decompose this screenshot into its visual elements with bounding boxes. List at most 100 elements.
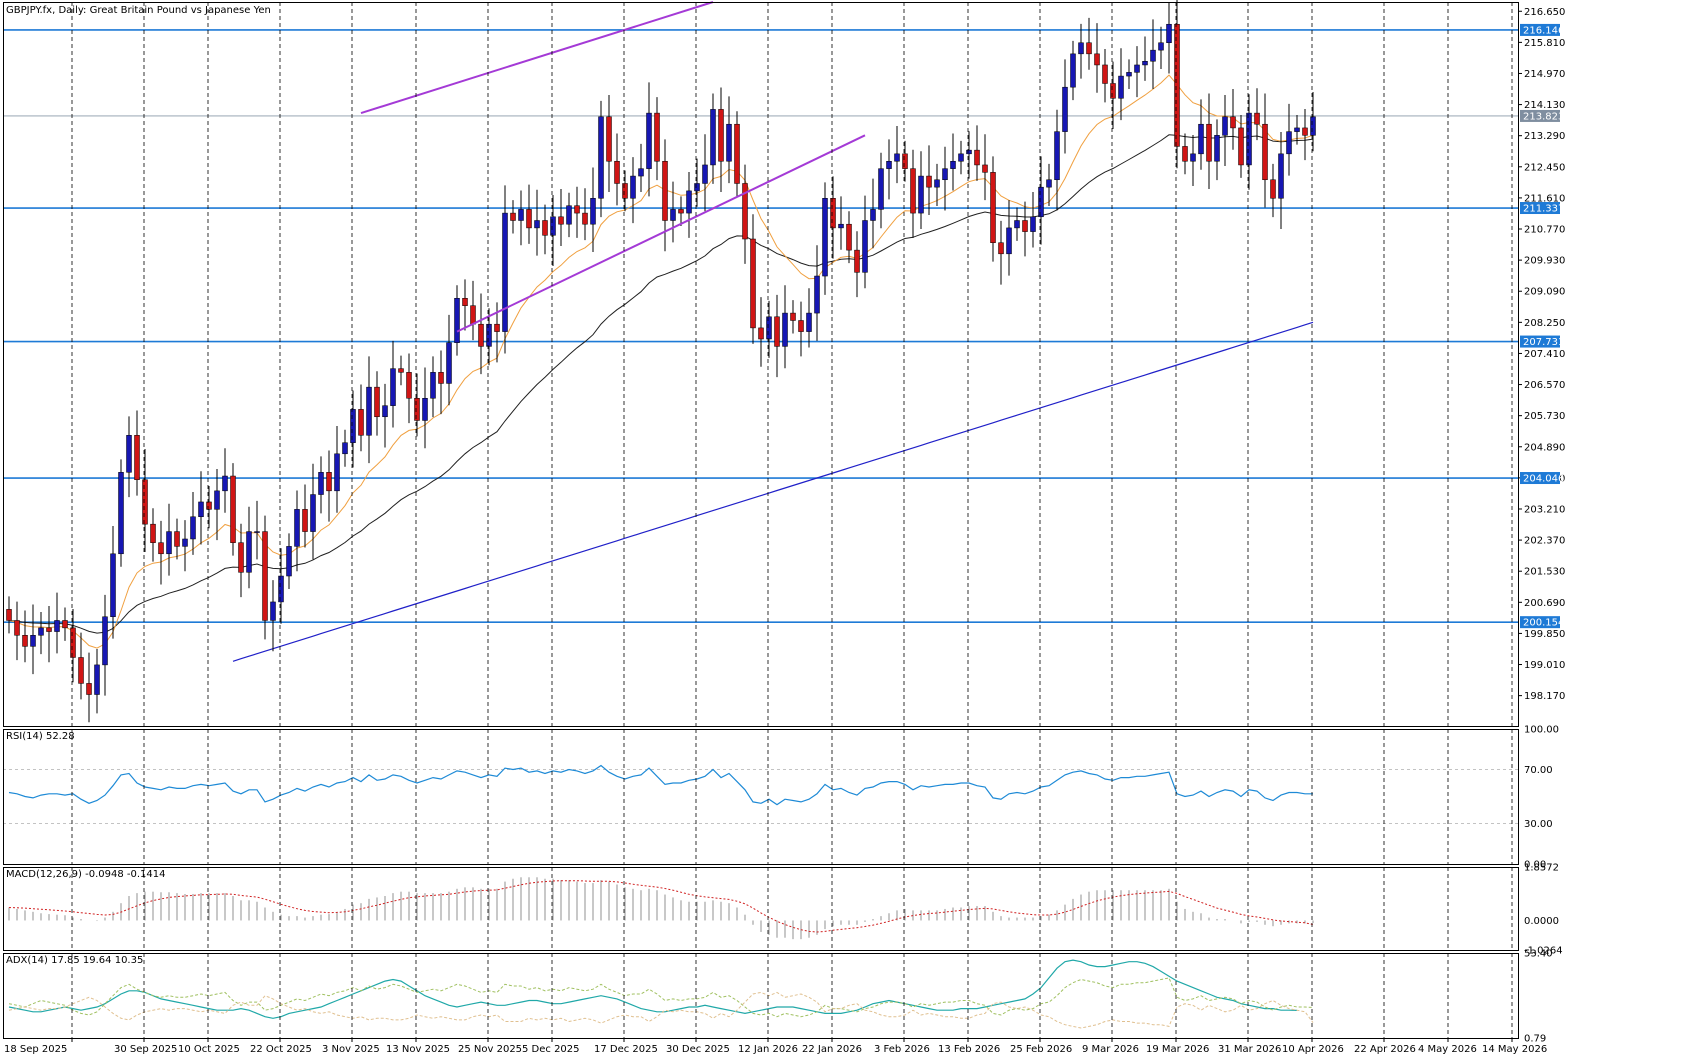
candle-body[interactable] <box>718 109 724 162</box>
candle-body[interactable] <box>1054 131 1060 181</box>
candle-body[interactable] <box>1110 83 1116 99</box>
candle-body[interactable] <box>350 409 356 443</box>
candle-body[interactable] <box>942 168 948 181</box>
candle-body[interactable] <box>798 320 804 332</box>
candle-body[interactable] <box>838 223 844 229</box>
candle-body[interactable] <box>1062 86 1068 132</box>
candle-body[interactable] <box>790 312 796 321</box>
candle-body[interactable] <box>542 220 548 236</box>
candle-body[interactable] <box>86 683 92 695</box>
candle-body[interactable] <box>998 242 1004 255</box>
candle-body[interactable] <box>174 531 180 547</box>
candle-body[interactable] <box>734 123 740 184</box>
candle-body[interactable] <box>878 168 884 210</box>
candle-body[interactable] <box>334 453 340 492</box>
candle-body[interactable] <box>102 616 108 666</box>
candle-body[interactable] <box>470 305 476 325</box>
candle-body[interactable] <box>326 472 332 492</box>
candle-body[interactable] <box>598 116 604 199</box>
candle-body[interactable] <box>462 298 468 306</box>
candle-body[interactable] <box>222 475 228 492</box>
candle-body[interactable] <box>974 149 980 166</box>
candle-body[interactable] <box>1158 42 1164 51</box>
trend-channel-line[interactable] <box>456 134 866 333</box>
candle-body[interactable] <box>638 168 644 177</box>
candle-body[interactable] <box>302 509 308 532</box>
candle-body[interactable] <box>358 409 364 436</box>
candle-body[interactable] <box>1102 64 1108 84</box>
macd-pane[interactable]: 1.8572 0.0000 -1.0264 <box>8 863 1563 957</box>
candle-body[interactable] <box>622 183 628 199</box>
candle-body[interactable] <box>1310 116 1316 136</box>
candle-body[interactable] <box>190 516 196 540</box>
candle-body[interactable] <box>910 168 916 214</box>
candle-body[interactable] <box>198 501 204 518</box>
candle-body[interactable] <box>1206 123 1212 162</box>
candle-body[interactable] <box>142 479 148 525</box>
candle-body[interactable] <box>1262 123 1268 181</box>
candle-body[interactable] <box>854 249 860 273</box>
candle-body[interactable] <box>6 609 12 621</box>
candle-body[interactable] <box>614 160 620 184</box>
candle-body[interactable] <box>558 216 564 225</box>
candle-body[interactable] <box>606 116 612 162</box>
candle-body[interactable] <box>1038 186 1044 218</box>
candle-body[interactable] <box>990 172 996 243</box>
candle-body[interactable] <box>1222 116 1228 136</box>
candle-body[interactable] <box>206 501 212 510</box>
candle-body[interactable] <box>1142 61 1148 66</box>
candle-body[interactable] <box>934 179 940 188</box>
candle-body[interactable] <box>870 209 876 221</box>
candle-body[interactable] <box>110 553 116 618</box>
candle-body[interactable] <box>982 164 988 173</box>
candle-body[interactable] <box>686 190 692 214</box>
candle-body[interactable] <box>774 316 780 347</box>
price-pane[interactable]: 216.650 215.810 214.970 214.130 213.290 212.4… <box>3 0 1565 723</box>
candle-body[interactable] <box>726 123 732 162</box>
candle-body[interactable] <box>1014 220 1020 229</box>
candle-body[interactable] <box>262 531 268 621</box>
candle-body[interactable] <box>814 275 820 314</box>
candle-body[interactable] <box>1278 153 1284 199</box>
candle-body[interactable] <box>918 175 924 214</box>
candle-body[interactable] <box>94 664 100 695</box>
candle-body[interactable] <box>862 220 868 273</box>
candle-body[interactable] <box>270 601 276 621</box>
candle-body[interactable] <box>750 238 756 329</box>
candle-body[interactable] <box>518 209 524 221</box>
candle-body[interactable] <box>590 198 596 225</box>
candle-body[interactable] <box>22 635 28 647</box>
candle-body[interactable] <box>478 323 484 347</box>
candle-body[interactable] <box>158 542 164 555</box>
candle-body[interactable] <box>1150 49 1156 62</box>
candle-body[interactable] <box>1198 123 1204 155</box>
candle-body[interactable] <box>318 472 324 495</box>
candle-body[interactable] <box>1190 153 1196 162</box>
candle-body[interactable] <box>510 212 516 221</box>
candle-body[interactable] <box>574 205 580 214</box>
rsi-pane[interactable]: 100.00 70.00 30.00 0.00 <box>3 725 1559 871</box>
candle-body[interactable] <box>1230 116 1236 129</box>
candle-body[interactable] <box>902 153 908 169</box>
candle-body[interactable] <box>1118 75 1124 99</box>
candle-body[interactable] <box>1294 127 1300 132</box>
candle-body[interactable] <box>438 372 444 384</box>
candle-body[interactable] <box>894 153 900 162</box>
candle-body[interactable] <box>30 635 36 647</box>
candle-body[interactable] <box>246 531 252 573</box>
candle-body[interactable] <box>550 216 556 236</box>
candle-body[interactable] <box>382 405 388 418</box>
candle-body[interactable] <box>1086 42 1092 55</box>
candle-body[interactable] <box>422 398 428 421</box>
candle-body[interactable] <box>182 538 188 547</box>
candle-body[interactable] <box>62 620 68 629</box>
candle-body[interactable] <box>1270 179 1276 199</box>
candle-body[interactable] <box>118 472 124 555</box>
candle-body[interactable] <box>630 175 636 199</box>
candle-body[interactable] <box>446 342 452 384</box>
candle-body[interactable] <box>742 183 748 240</box>
candle-body[interactable] <box>1254 112 1260 125</box>
candle-body[interactable] <box>806 312 812 332</box>
candle-body[interactable] <box>662 160 668 221</box>
